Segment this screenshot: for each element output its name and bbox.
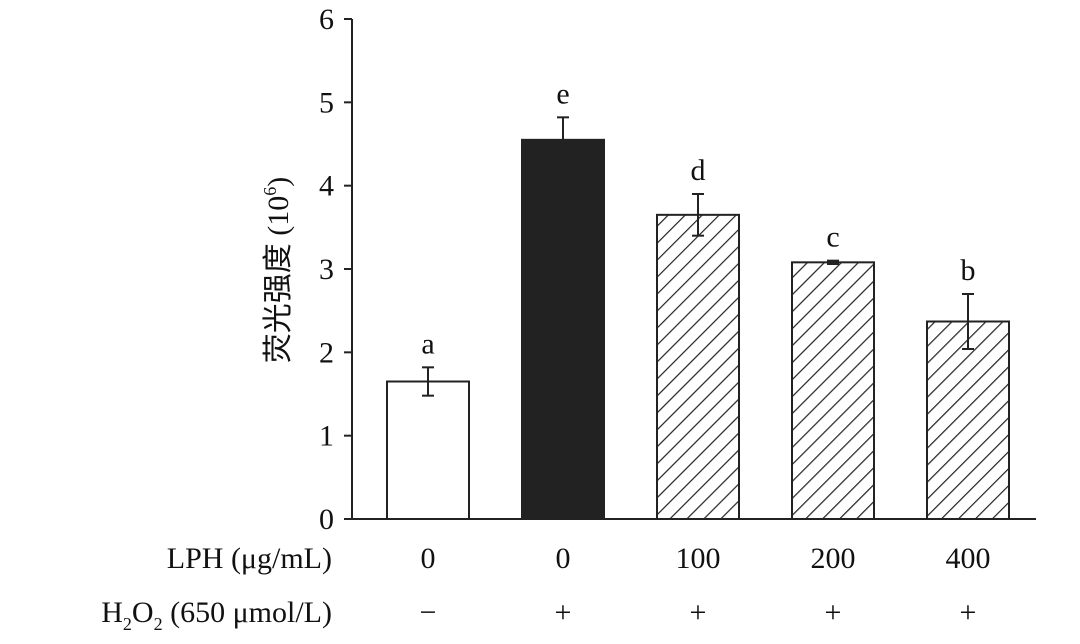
lph-value-4: 400 (946, 542, 991, 575)
h2o2-value-1: + (555, 596, 572, 629)
y-axis-label-exponent: 6 (260, 187, 280, 196)
h2o2-value-4: + (960, 596, 977, 629)
h2o2-value-2: + (690, 596, 707, 629)
significance-letter-1: e (556, 77, 569, 110)
h2o2-value-3: + (825, 596, 842, 629)
y-tick-label-2: 2 (319, 336, 334, 369)
y-tick-label-5: 5 (319, 86, 334, 119)
h2o2-o: O (132, 596, 154, 629)
h2o2-suffix: (650 μmol/L) (163, 596, 332, 629)
bars: a e d c b (386, 77, 1010, 520)
bar-3 (791, 261, 875, 520)
bar-0 (386, 380, 470, 520)
lph-row-label: LPH (μg/mL) (167, 542, 332, 575)
significance-letter-0: a (421, 327, 434, 360)
h2o2-row-label: H2O2 (650 μmol/L) (101, 596, 332, 634)
bar-2 (656, 213, 740, 520)
bar-4 (926, 320, 1010, 520)
y-tick-label-4: 4 (319, 170, 334, 203)
y-tick-label-3: 3 (319, 253, 334, 286)
y-tick-label-6: 6 (319, 3, 334, 36)
lph-value-3: 200 (811, 542, 856, 575)
h2o2-sub-1: 2 (123, 614, 132, 634)
h2o2-h: H (101, 596, 123, 629)
x-category-labels: 0 − 0 +100 +200 +400 + (420, 542, 991, 629)
h2o2-value-0: − (420, 596, 437, 629)
y-tick-label-1: 1 (319, 420, 334, 453)
significance-letter-4: b (961, 254, 976, 287)
significance-letter-2: d (691, 154, 706, 187)
lph-value-2: 100 (676, 542, 721, 575)
y-axis-label-close: ) (262, 177, 295, 187)
significance-letter-3: c (826, 221, 839, 254)
y-tick-label-0: 0 (319, 503, 334, 536)
lph-value-1: 0 (556, 542, 571, 575)
y-axis-label-main: 荧光强度 (10 (262, 196, 295, 364)
bar-1 (521, 138, 605, 520)
y-axis-label: 荧光强度 (106) (260, 177, 295, 364)
lph-value-0: 0 (421, 542, 436, 575)
h2o2-sub-2: 2 (154, 614, 163, 634)
